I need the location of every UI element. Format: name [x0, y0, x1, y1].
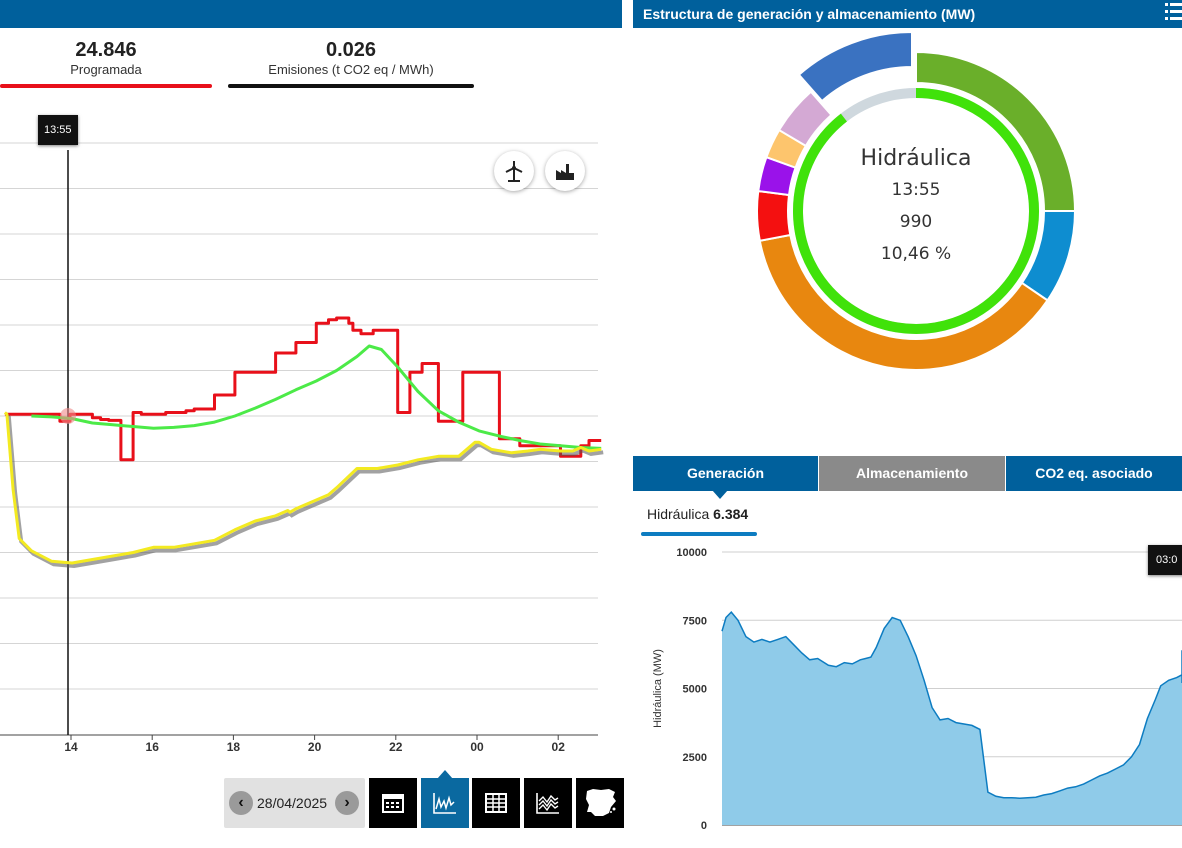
nonrenewables-toggle-button[interactable]: [545, 151, 585, 191]
chevron-right-icon: ›: [344, 794, 350, 811]
stat-programada-label: Programada: [70, 62, 142, 77]
x-tick-label: 02: [552, 740, 566, 754]
right-time-badge: 03:0: [1148, 545, 1182, 575]
stacked-chart-icon: [536, 793, 559, 814]
inner-ring-highlight: [793, 88, 1039, 334]
demand-chart[interactable]: 14 16 18 20 22 00 02: [0, 100, 622, 770]
x-tick-label: 14: [64, 740, 78, 754]
series-tab-hidraulica[interactable]: Hidráulica 6.384: [647, 506, 748, 522]
series-line-2: [3, 411, 602, 565]
prev-date-button[interactable]: ‹: [229, 791, 253, 815]
table-icon: [485, 793, 507, 813]
stat-programada-underline: [0, 84, 212, 88]
generation-donut[interactable]: [745, 30, 1085, 375]
x-tick-label: 00: [470, 740, 484, 754]
spain-map-icon: [586, 789, 616, 816]
area-y-tick-label: 0: [701, 820, 707, 832]
area-y-axis-label: Hidráulica (MW): [652, 649, 664, 728]
series-line-0: [4, 316, 602, 462]
wind-turbine-icon: [505, 161, 523, 182]
line-chart-button[interactable]: [421, 778, 469, 828]
map-button[interactable]: [576, 778, 624, 828]
cursor-time-badge: 13:55: [38, 115, 78, 145]
date-value[interactable]: 28/04/2025: [257, 795, 328, 811]
demand-chart-x-axis: 14 16 18 20 22 00 02: [64, 735, 565, 754]
table-button[interactable]: [472, 778, 520, 828]
hidraulica-area-chart[interactable]: 10000 7500 5000 2500 0 Hidráulica (MW): [633, 540, 1182, 840]
tab-co2[interactable]: CO2 eq. asociado: [1006, 456, 1182, 491]
series-tab-value: 6.384: [713, 506, 749, 522]
active-tab-pointer: [712, 490, 728, 499]
x-tick-label: 22: [389, 740, 403, 754]
series-line-1: [31, 344, 602, 450]
donut-segment-7: [797, 30, 913, 103]
x-tick-label: 16: [146, 740, 160, 754]
donut-center-value: 990: [899, 212, 933, 232]
stat-programada-value: 24.846: [75, 39, 137, 61]
demand-chart-series: [3, 316, 604, 569]
donut-center-percent: 10,46 %: [880, 244, 952, 264]
series-tab-underline: [641, 532, 757, 536]
list-menu-icon[interactable]: [1165, 2, 1182, 22]
active-tool-pointer: [437, 770, 453, 779]
donut-center-time: 13:55: [891, 180, 941, 200]
series-tab-name: Hidráulica: [647, 506, 710, 522]
calendar-icon: [382, 794, 404, 813]
stat-programada[interactable]: 24.846 Programada: [0, 38, 212, 78]
stat-emisiones-underline: [228, 84, 474, 88]
area-y-tick-label: 5000: [683, 684, 707, 696]
area-fill: [722, 612, 1182, 825]
donut-segment-3: [756, 189, 792, 242]
x-tick-label: 20: [308, 740, 322, 754]
donut-segments: [756, 30, 1077, 371]
x-tick-label: 18: [227, 740, 241, 754]
stat-emisiones[interactable]: 0.026 Emisiones (t CO2 eq / MWh): [228, 38, 474, 78]
right-header-bar: Estructura de generación y almacenamient…: [633, 0, 1182, 28]
area-y-tick-label: 10000: [676, 547, 707, 559]
area-y-tick-label: 7500: [683, 615, 707, 627]
demand-chart-gridlines: [0, 142, 598, 736]
factory-icon: [556, 164, 574, 180]
renewables-toggle-button[interactable]: [494, 151, 534, 191]
area-y-tick-label: 2500: [683, 752, 707, 764]
left-header-bar: [0, 0, 622, 28]
stacked-chart-button[interactable]: [524, 778, 572, 828]
tab-almacenamiento[interactable]: Almacenamiento: [819, 456, 1005, 491]
hidraulica-area-series: 10000 7500 5000 2500 0 Hidráulica (MW): [652, 547, 1182, 832]
date-selector: ‹ 28/04/2025 ›: [224, 778, 365, 828]
donut-center-name: Hidráulica: [860, 146, 972, 171]
right-panel-title: Estructura de generación y almacenamient…: [643, 6, 976, 22]
cursor-marker: [60, 408, 76, 424]
line-chart-icon: [433, 793, 456, 814]
stat-emisiones-label: Emisiones (t CO2 eq / MWh): [268, 62, 434, 77]
stat-emisiones-value: 0.026: [325, 39, 377, 61]
tab-generacion[interactable]: Generación: [633, 456, 818, 491]
next-date-button[interactable]: ›: [335, 791, 359, 815]
calendar-button[interactable]: [369, 778, 417, 828]
chevron-left-icon: ‹: [238, 794, 244, 811]
area-line: [721, 610, 1182, 799]
series-shadow: [5, 414, 604, 569]
donut-segment-6: [777, 90, 833, 148]
